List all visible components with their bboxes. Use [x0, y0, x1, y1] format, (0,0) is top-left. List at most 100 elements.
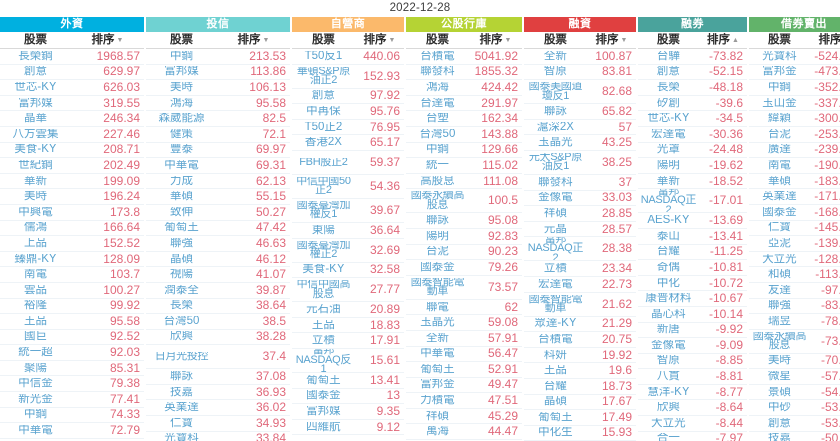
stock-name-cell[interactable]: 玉晶光	[538, 137, 573, 149]
stock-name-cell[interactable]: 葡萄王	[538, 411, 573, 423]
table-row[interactable]: 創意 -52.15	[638, 65, 747, 81]
table-row[interactable]: 中化生 15.93	[524, 426, 636, 441]
table-row[interactable]: 欣興 38.28	[146, 330, 290, 346]
sort-desc-icon[interactable]: ▼	[116, 37, 124, 44]
table-row[interactable]: 滬深2X 57	[524, 120, 636, 136]
table-row[interactable]: 長榮鋼 1968.57	[0, 49, 144, 65]
stock-name-cell[interactable]: 智原	[656, 355, 680, 367]
stock-name-cell[interactable]: 八貫	[656, 371, 680, 383]
table-row[interactable]: 世芯-KY 626.03	[0, 80, 144, 96]
table-row[interactable]: 玉山金 -337.01	[749, 96, 840, 112]
table-row[interactable]: 八方雲集 227.46	[0, 127, 144, 143]
table-row[interactable]: 國泰金 -168.98	[749, 205, 840, 221]
stock-name-cell[interactable]: 金像電	[651, 339, 686, 351]
stock-name-cell[interactable]: 技嘉	[767, 433, 791, 441]
table-row[interactable]: 長榮 38.64	[146, 299, 290, 315]
stock-name-cell[interactable]: 友達	[767, 284, 791, 296]
table-row[interactable]: 晶華 246.34	[0, 111, 144, 127]
stock-name-cell[interactable]: 美時	[767, 355, 791, 367]
stock-name-cell[interactable]: 裕隆	[24, 300, 47, 312]
stock-name-cell[interactable]: 聯詠	[543, 105, 567, 117]
stock-name-cell[interactable]: 華頓S&P原油正2	[296, 66, 351, 86]
table-row[interactable]: 國泰美國道瓊反1 82.68	[524, 80, 636, 105]
table-row[interactable]: 元大S&P原油反1 38.25	[524, 151, 636, 175]
table-row[interactable]: 瑞昱 -78.39	[749, 314, 840, 330]
table-row[interactable]: 欣興 -8.64	[638, 400, 747, 417]
stock-name-cell[interactable]: 大立光	[651, 417, 686, 429]
stock-name-cell[interactable]: 華碩	[170, 191, 193, 203]
table-row[interactable]: 景碩 -54.24	[749, 385, 840, 401]
table-row[interactable]: 仁寶 -145.62	[749, 221, 840, 237]
stock-name-cell[interactable]: 聯詠	[170, 371, 193, 383]
table-row[interactable]: 美時 -70.12	[749, 354, 840, 370]
table-row[interactable]: 四維航 9.12	[292, 420, 404, 436]
header-sort-value[interactable]: 排序▲	[699, 32, 747, 48]
table-row[interactable]: 晶心科 -10.14	[638, 307, 747, 323]
table-row[interactable]: 王品 18.83	[292, 318, 404, 334]
stock-name-cell[interactable]: 王品	[311, 319, 335, 331]
stock-name-cell[interactable]: 光寶科	[762, 50, 797, 62]
sort-desc-icon[interactable]: ▼	[262, 37, 270, 44]
header-sort-value[interactable]: 排序▲	[810, 32, 840, 48]
table-row[interactable]: 元晶 28.57	[524, 222, 636, 238]
stock-name-cell[interactable]: 科妍	[543, 349, 567, 361]
stock-name-cell[interactable]: 萬海	[425, 426, 449, 438]
stock-name-cell[interactable]: 力積電	[420, 395, 455, 407]
stock-name-cell[interactable]: 東陽	[311, 224, 335, 236]
stock-name-cell[interactable]: 王品	[543, 365, 567, 377]
stock-name-cell[interactable]: 瑞昱	[767, 315, 791, 327]
table-row[interactable]: 康普材料 -10.67	[638, 291, 747, 307]
table-row[interactable]: 富邦媒 9.35	[292, 404, 404, 420]
table-row[interactable]: 中華電 56.47	[406, 347, 522, 363]
table-row[interactable]: 中鋼 74.33	[0, 408, 144, 424]
table-row[interactable]: 鴻海 424.42	[406, 80, 522, 96]
table-row[interactable]: 聯電 62	[406, 300, 522, 316]
stock-name-cell[interactable]: 亞泥	[767, 237, 791, 249]
stock-name-cell[interactable]: 晶華	[24, 113, 47, 125]
stock-name-cell[interactable]: 中信金	[18, 378, 53, 390]
stock-name-cell[interactable]: 合一	[656, 433, 680, 441]
table-row[interactable]: 華新 199.09	[0, 174, 144, 190]
stock-name-cell[interactable]: 元石油	[306, 303, 341, 315]
table-row[interactable]: 金像電 33.03	[524, 191, 636, 207]
column-group-header[interactable]: 借券賣出	[749, 17, 840, 32]
stock-name-cell[interactable]: 新光金	[18, 393, 53, 405]
stock-name-cell[interactable]: 台灣50	[419, 128, 456, 140]
stock-name-cell[interactable]: 台達電	[420, 97, 455, 109]
table-row[interactable]: 技嘉 -50.96	[749, 432, 840, 441]
table-row[interactable]: 台塑 162.34	[406, 111, 522, 127]
table-row[interactable]: 新唐 -9.92	[638, 323, 747, 339]
stock-name-cell[interactable]: 國泰臺灣加權正2	[296, 240, 351, 260]
table-row[interactable]: 力成 62.13	[146, 174, 290, 190]
stock-name-cell[interactable]: 台耀	[543, 380, 567, 392]
stock-name-cell[interactable]: 玉晶光	[420, 317, 455, 329]
stock-name-cell[interactable]: 世芯-KY	[647, 113, 690, 125]
table-row[interactable]: 聯詠 95.08	[406, 213, 522, 229]
stock-name-cell[interactable]: 台泥	[425, 246, 449, 258]
stock-name-cell[interactable]: 統一超	[18, 347, 53, 359]
stock-name-cell[interactable]: 葡萄王	[306, 374, 341, 386]
table-row[interactable]: 中鋼 213.53	[146, 49, 290, 65]
stock-name-cell[interactable]: 聚陽	[24, 362, 47, 374]
stock-name-cell[interactable]: 中鋼	[425, 144, 449, 156]
table-row[interactable]: 矽創 -39.6	[638, 96, 747, 112]
table-row[interactable]: 和碩 -113.95	[749, 267, 840, 283]
stock-name-cell[interactable]: 香港2X	[304, 137, 342, 149]
table-row[interactable]: 緯穎 -300.75	[749, 111, 840, 127]
table-row[interactable]: 中再保 95.76	[292, 104, 404, 120]
stock-name-cell[interactable]: 潤泰全	[164, 284, 199, 296]
stock-name-cell[interactable]: 臻鼎-KY	[14, 253, 57, 265]
table-row[interactable]: 八貫 -8.81	[638, 369, 747, 385]
sort-desc-icon[interactable]: ▼	[620, 37, 628, 44]
stock-name-cell[interactable]: 英業達	[164, 402, 199, 414]
table-row[interactable]: 南電 -190.06	[749, 158, 840, 174]
table-row[interactable]: 中化 -10.72	[638, 276, 747, 292]
stock-name-cell[interactable]: 八方雲集	[12, 128, 59, 140]
header-sort-value[interactable]: 排序 ▼	[217, 32, 290, 48]
table-row[interactable]: 聯詠 37.08	[146, 369, 290, 385]
table-row[interactable]: 高股息 111.08	[406, 174, 522, 190]
stock-name-cell[interactable]: 中信中國高股息	[296, 280, 351, 300]
stock-name-cell[interactable]: 富邦金	[420, 379, 455, 391]
stock-name-cell[interactable]: 廣達	[767, 144, 791, 156]
table-row[interactable]: 葡萄王 13.41	[292, 373, 404, 389]
